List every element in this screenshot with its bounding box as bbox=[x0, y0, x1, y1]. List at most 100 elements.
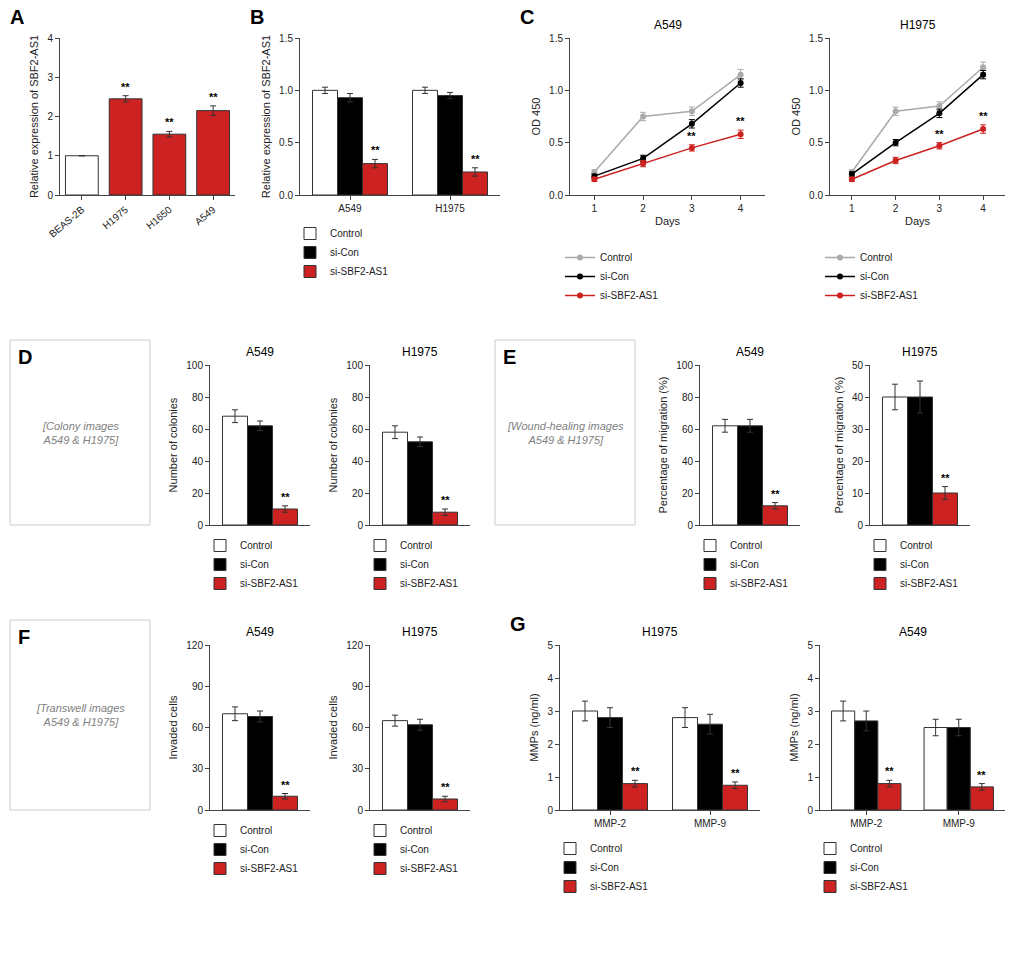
svg-text:3: 3 bbox=[807, 706, 813, 717]
svg-text:1.0: 1.0 bbox=[549, 85, 563, 96]
svg-text:Control: Control bbox=[600, 252, 632, 263]
svg-text:0: 0 bbox=[357, 520, 363, 531]
svg-text:**: ** bbox=[441, 781, 450, 793]
svg-text:F: F bbox=[18, 626, 30, 648]
svg-text:Number of colonies: Number of colonies bbox=[327, 397, 339, 492]
svg-text:1: 1 bbox=[47, 150, 53, 161]
svg-text:Percentage of migration (%): Percentage of migration (%) bbox=[657, 377, 669, 514]
svg-text:A549: A549 bbox=[899, 625, 927, 639]
svg-text:0: 0 bbox=[857, 520, 863, 531]
svg-text:**: ** bbox=[165, 116, 174, 128]
svg-text:40: 40 bbox=[352, 456, 364, 467]
svg-text:4: 4 bbox=[807, 673, 813, 684]
svg-text:0: 0 bbox=[357, 805, 363, 816]
svg-text:1.0: 1.0 bbox=[809, 85, 823, 96]
svg-text:2: 2 bbox=[893, 203, 899, 214]
svg-text:2: 2 bbox=[547, 739, 553, 750]
svg-text:si-SBF2-AS1: si-SBF2-AS1 bbox=[400, 578, 458, 589]
svg-text:4: 4 bbox=[980, 203, 986, 214]
svg-text:H1975: H1975 bbox=[402, 345, 438, 359]
svg-text:MMP-2: MMP-2 bbox=[850, 818, 883, 829]
svg-text:B: B bbox=[250, 6, 264, 28]
svg-text:Relative expression of SBF2-AS: Relative expression of SBF2-AS1 bbox=[28, 35, 40, 198]
svg-text:MMPs (ng/ml): MMPs (ng/ml) bbox=[528, 693, 540, 761]
svg-text:Days: Days bbox=[905, 215, 931, 227]
svg-text:si-Con: si-Con bbox=[330, 247, 359, 258]
svg-text:MMP-9: MMP-9 bbox=[694, 818, 727, 829]
svg-text:**: ** bbox=[441, 494, 450, 506]
svg-text:10: 10 bbox=[852, 488, 864, 499]
svg-text:1.0: 1.0 bbox=[279, 85, 293, 96]
svg-text:80: 80 bbox=[682, 392, 694, 403]
svg-text:H1975: H1975 bbox=[435, 203, 465, 214]
svg-text:60: 60 bbox=[192, 424, 204, 435]
svg-text:0.5: 0.5 bbox=[809, 137, 823, 148]
svg-text:[Wound-healing imagesA549 & H1: [Wound-healing imagesA549 & H1975] bbox=[507, 420, 624, 446]
svg-text:40: 40 bbox=[682, 456, 694, 467]
svg-text:1: 1 bbox=[849, 203, 855, 214]
svg-text:0: 0 bbox=[807, 805, 813, 816]
svg-text:0.0: 0.0 bbox=[549, 190, 563, 201]
svg-text:0: 0 bbox=[47, 190, 53, 201]
svg-text:si-SBF2-AS1: si-SBF2-AS1 bbox=[400, 863, 458, 874]
svg-text:30: 30 bbox=[352, 763, 364, 774]
svg-text:**: ** bbox=[935, 128, 944, 140]
svg-text:Control: Control bbox=[240, 825, 272, 836]
svg-text:120: 120 bbox=[346, 640, 363, 651]
svg-text:80: 80 bbox=[352, 392, 364, 403]
svg-text:Invaded cells: Invaded cells bbox=[167, 695, 179, 760]
svg-text:si-SBF2-AS1: si-SBF2-AS1 bbox=[900, 578, 958, 589]
svg-text:A549: A549 bbox=[246, 625, 274, 639]
svg-text:si-Con: si-Con bbox=[400, 844, 429, 855]
svg-text:si-Con: si-Con bbox=[850, 862, 879, 873]
svg-text:H1975: H1975 bbox=[642, 625, 678, 639]
svg-text:OD 450: OD 450 bbox=[530, 98, 542, 136]
svg-text:20: 20 bbox=[352, 488, 364, 499]
svg-text:E: E bbox=[503, 346, 516, 368]
svg-text:si-Con: si-Con bbox=[600, 271, 629, 282]
svg-text:30: 30 bbox=[192, 763, 204, 774]
svg-text:H1975: H1975 bbox=[900, 18, 936, 32]
svg-text:1: 1 bbox=[547, 772, 553, 783]
svg-text:**: ** bbox=[977, 769, 986, 781]
svg-text:G: G bbox=[510, 613, 526, 635]
svg-text:A549: A549 bbox=[246, 345, 274, 359]
svg-text:si-SBF2-AS1: si-SBF2-AS1 bbox=[240, 863, 298, 874]
svg-text:si-Con: si-Con bbox=[860, 271, 889, 282]
svg-text:2: 2 bbox=[807, 739, 813, 750]
svg-text:si-Con: si-Con bbox=[240, 844, 269, 855]
svg-text:Control: Control bbox=[860, 252, 892, 263]
svg-text:**: ** bbox=[281, 491, 290, 503]
svg-text:si-SBF2-AS1: si-SBF2-AS1 bbox=[590, 881, 648, 892]
svg-text:1.5: 1.5 bbox=[809, 33, 823, 44]
svg-text:Percentage of migration (%): Percentage of migration (%) bbox=[833, 377, 845, 514]
svg-text:0: 0 bbox=[547, 805, 553, 816]
svg-text:1: 1 bbox=[592, 203, 598, 214]
svg-text:si-SBF2-AS1: si-SBF2-AS1 bbox=[730, 578, 788, 589]
svg-text:**: ** bbox=[209, 91, 218, 103]
svg-text:1: 1 bbox=[807, 772, 813, 783]
svg-text:A549: A549 bbox=[736, 345, 764, 359]
svg-text:H1975: H1975 bbox=[902, 345, 938, 359]
svg-text:50: 50 bbox=[852, 360, 864, 371]
svg-text:0.5: 0.5 bbox=[279, 137, 293, 148]
svg-text:**: ** bbox=[471, 153, 480, 165]
svg-text:60: 60 bbox=[192, 722, 204, 733]
svg-text:0: 0 bbox=[197, 805, 203, 816]
svg-text:A549: A549 bbox=[338, 203, 362, 214]
svg-text:MMP-9: MMP-9 bbox=[943, 818, 976, 829]
svg-text:40: 40 bbox=[852, 392, 864, 403]
svg-text:si-Con: si-Con bbox=[240, 559, 269, 570]
svg-text:20: 20 bbox=[682, 488, 694, 499]
svg-text:Control: Control bbox=[400, 825, 432, 836]
svg-text:20: 20 bbox=[192, 488, 204, 499]
svg-text:3: 3 bbox=[937, 203, 943, 214]
svg-text:si-SBF2-AS1: si-SBF2-AS1 bbox=[330, 266, 388, 277]
svg-text:Days: Days bbox=[655, 215, 681, 227]
svg-text:Control: Control bbox=[400, 540, 432, 551]
svg-text:Control: Control bbox=[900, 540, 932, 551]
svg-text:Invaded cells: Invaded cells bbox=[327, 695, 339, 760]
svg-text:0: 0 bbox=[687, 520, 693, 531]
svg-text:si-Con: si-Con bbox=[730, 559, 759, 570]
svg-text:0.5: 0.5 bbox=[549, 137, 563, 148]
